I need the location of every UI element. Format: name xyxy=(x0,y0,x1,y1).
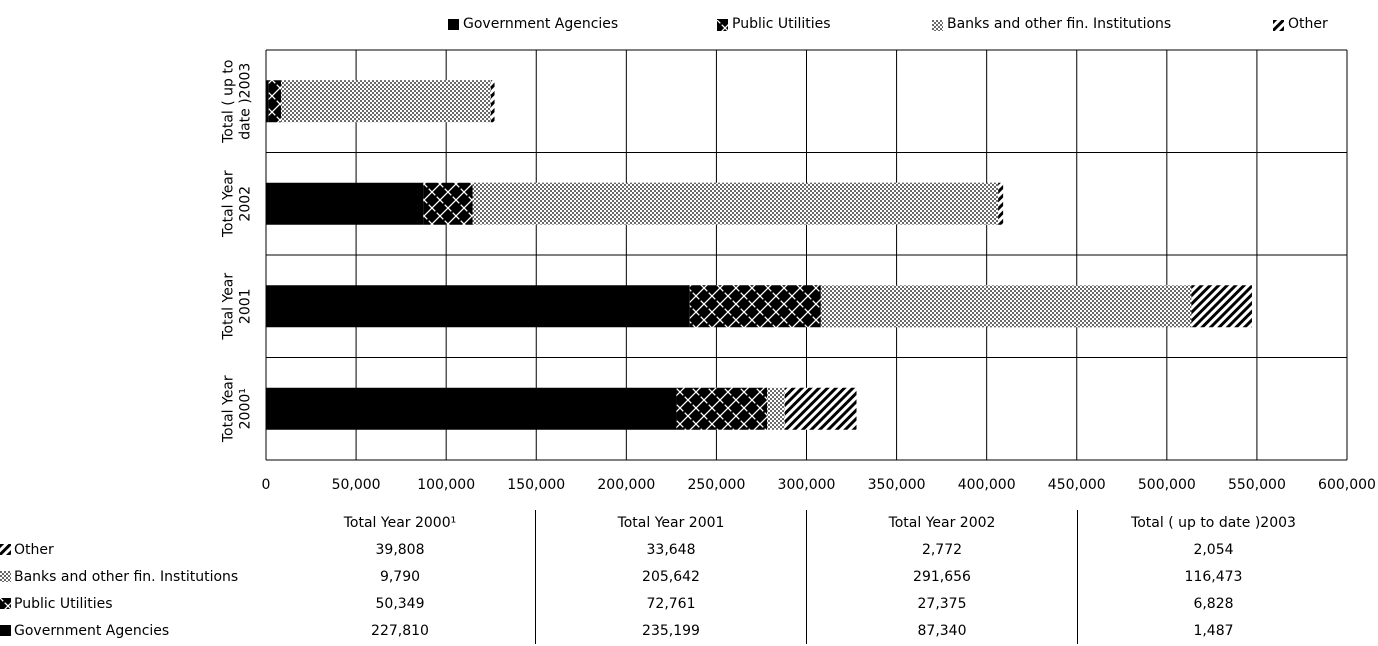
column-header: Total Year 2001 xyxy=(535,510,807,536)
y-category-label: Total Year 2000¹ xyxy=(221,375,254,443)
table-cell: 87,340 xyxy=(806,617,1078,644)
row-label-text: Other xyxy=(14,541,54,558)
x-tick-label: 500,000 xyxy=(1138,477,1196,493)
crosshatch-square-icon xyxy=(0,597,11,609)
legend-item-banks: Banks and other fin. Institutions xyxy=(932,16,1171,32)
diagonal-stripe-square-icon xyxy=(0,543,11,555)
y-category-label-line: date )2003 xyxy=(238,63,254,140)
bar-segment-banks-and-other-fin-institutions xyxy=(820,285,1192,328)
solid-black-square-icon xyxy=(0,624,11,636)
bar-segment-public-utilities xyxy=(676,387,768,430)
bar-segment-banks-and-other-fin-institutions xyxy=(280,80,491,123)
legend-label: Other xyxy=(1288,16,1328,32)
y-category-label-line: Total Year xyxy=(221,375,237,443)
table-cell: 235,199 xyxy=(535,617,807,644)
row-label-text: Banks and other fin. Institutions xyxy=(14,568,239,585)
x-tick-label: 400,000 xyxy=(958,477,1016,493)
bar-segment-public-utilities xyxy=(423,182,473,225)
x-tick-label: 0 xyxy=(262,477,271,493)
y-category-label-line: Total Year xyxy=(221,170,237,238)
table-cell: 205,642 xyxy=(535,563,807,590)
x-tick-label: 550,000 xyxy=(1228,477,1286,493)
y-category-label-line: 2000¹ xyxy=(238,388,254,429)
x-tick-label: 600,000 xyxy=(1318,477,1376,493)
bar-segment-government-agencies xyxy=(266,285,690,328)
table-corner xyxy=(0,510,265,536)
bar-segment-public-utilities xyxy=(689,285,821,328)
bar-segment-banks-and-other-fin-institutions xyxy=(472,182,999,225)
row-label-other: Other xyxy=(0,536,265,563)
legend-item-government-agencies: Government Agencies xyxy=(448,16,618,32)
bar-segment-government-agencies xyxy=(266,182,424,225)
table-cell: 27,375 xyxy=(806,590,1078,617)
data-table: Total Year 2000¹ Total Year 2001 Total Y… xyxy=(0,510,1349,644)
diagonal-stripe-square-icon xyxy=(1273,19,1284,31)
x-tick-label: 450,000 xyxy=(1048,477,1106,493)
table-cell: 116,473 xyxy=(1077,563,1349,590)
bar-segment-other xyxy=(998,182,1004,225)
y-category-label-line: Total ( up to xyxy=(221,60,237,144)
legend-item-public-utilities: Public Utilities xyxy=(717,16,831,32)
bar-segment-government-agencies xyxy=(266,80,269,123)
solid-black-square-icon xyxy=(448,18,459,30)
table-row: Other 39,808 33,648 2,772 2,054 xyxy=(0,536,1349,563)
table-cell: 2,772 xyxy=(806,536,1078,563)
y-category-label-line: 2002 xyxy=(238,186,254,222)
y-category-label-line: Total Year xyxy=(221,273,237,341)
table-cell: 291,656 xyxy=(806,563,1078,590)
table-cell: 1,487 xyxy=(1077,617,1349,644)
y-category-label: Total ( up to date )2003 xyxy=(221,60,254,144)
table-header-row: Total Year 2000¹ Total Year 2001 Total Y… xyxy=(0,510,1349,536)
table-cell: 33,648 xyxy=(535,536,807,563)
table-cell: 6,828 xyxy=(1077,590,1349,617)
bar-segment-public-utilities xyxy=(268,80,281,123)
table-cell: 227,810 xyxy=(371,622,429,639)
y-category-label-line: 2001 xyxy=(238,288,254,324)
column-header: Total Year 2002 xyxy=(806,510,1078,536)
x-tick-label: 50,000 xyxy=(332,477,381,493)
bar-segment-government-agencies xyxy=(266,387,677,430)
table-cell: 72,761 xyxy=(535,590,807,617)
row-label-public-utilities: Public Utilities xyxy=(0,590,265,617)
table-cell: 9,790 xyxy=(379,568,421,585)
y-category-label: Total Year 2002 xyxy=(221,170,254,238)
dotted-square-icon xyxy=(932,19,943,31)
stacked-bar-chart: 0 50,000 100,000 150,000 200,000 250,000 300,0… xyxy=(221,49,1376,493)
bar-segment-other xyxy=(490,80,495,123)
legend-label: Public Utilities xyxy=(732,16,831,32)
row-label-government-agencies: Government Agencies xyxy=(0,617,265,644)
row-label-banks: Banks and other fin. Institutions xyxy=(0,563,265,590)
column-header: Total ( up to date )2003 xyxy=(1077,510,1349,536)
x-tick-label: 100,000 xyxy=(417,477,475,493)
x-tick-label: 350,000 xyxy=(868,477,926,493)
column-header: Total Year 2000¹ xyxy=(343,515,457,531)
x-tick-label: 200,000 xyxy=(597,477,655,493)
x-tick-label: 250,000 xyxy=(687,477,745,493)
bar-segment-other xyxy=(784,387,857,430)
table-row: Government Agencies 227,810 235,199 87,3… xyxy=(0,617,1349,644)
dotted-square-icon xyxy=(0,570,11,582)
x-tick-label: 300,000 xyxy=(778,477,836,493)
bar-segment-banks-and-other-fin-institutions xyxy=(767,387,785,430)
legend-label: Government Agencies xyxy=(463,16,619,32)
crosshatch-square-icon xyxy=(717,18,728,31)
row-label-text: Government Agencies xyxy=(14,622,170,639)
table-cell: 2,054 xyxy=(1077,536,1349,563)
row-label-text: Public Utilities xyxy=(14,595,113,612)
table-cell: 39,808 xyxy=(375,541,425,558)
table-row: Banks and other fin. Institutions 9,790 … xyxy=(0,563,1349,590)
x-tick-label: 150,000 xyxy=(507,477,565,493)
y-category-label: Total Year 2001 xyxy=(221,273,254,341)
table-row: Public Utilities 50,349 72,761 27,375 6,… xyxy=(0,590,1349,617)
table-cell: 50,349 xyxy=(375,595,425,612)
legend-label: Banks and other fin. Institutions xyxy=(947,16,1172,32)
legend-item-other: Other xyxy=(1273,16,1328,32)
bar-segment-other xyxy=(1191,285,1252,328)
